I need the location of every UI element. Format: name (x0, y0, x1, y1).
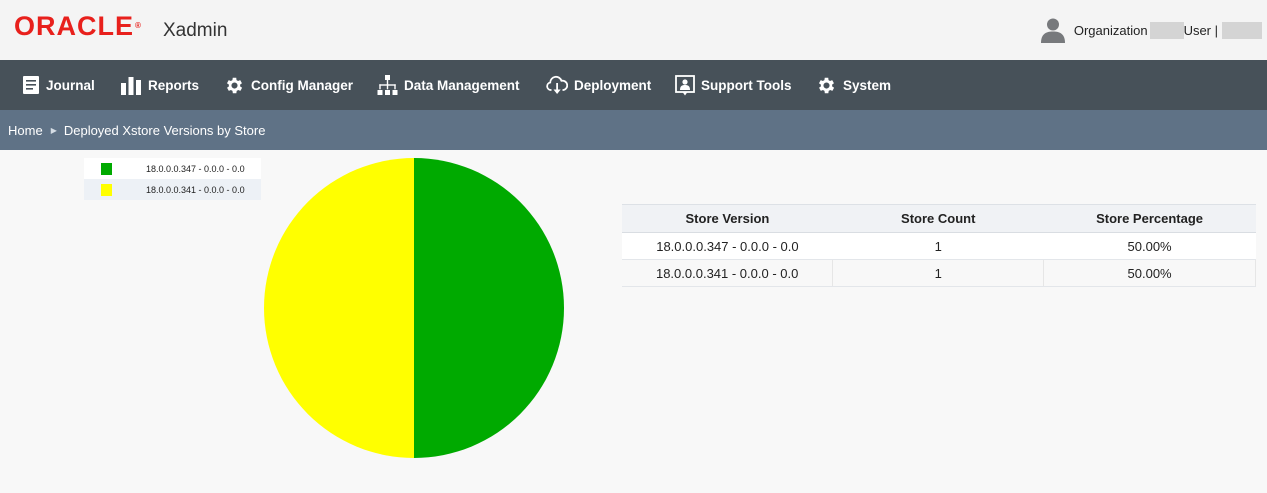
logo-text: ORACLE (14, 11, 134, 41)
app-header: ORACLE® Xadmin Organization User | (0, 0, 1267, 60)
table-header-row: Store Version Store Count Store Percenta… (622, 204, 1256, 233)
nav-system[interactable]: System (816, 60, 891, 110)
user-label: User | (1183, 22, 1218, 38)
nav-config-manager[interactable]: Config Manager (224, 60, 353, 110)
nav-data-management[interactable]: Data Management (377, 60, 520, 110)
user-area[interactable]: Organization User | (1040, 17, 1262, 43)
gear-icon (818, 77, 835, 93)
app-name: Xadmin (163, 20, 228, 41)
nav-data-management-label: Data Management (404, 77, 520, 93)
nav-deployment[interactable]: Deployment (546, 60, 651, 110)
chart-legend: 18.0.0.0.347 - 0.0.0 - 0.0 18.0.0.0.341 … (84, 158, 261, 200)
nav-system-label: System (843, 77, 892, 93)
user-silhouette-icon (1040, 18, 1065, 43)
cell-store-version: 18.0.0.0.341 - 0.0.0 - 0.0 (622, 259, 834, 287)
organization-label: Organization (1073, 22, 1148, 38)
legend-item[interactable]: 18.0.0.0.347 - 0.0.0 - 0.0 (84, 158, 261, 179)
column-header-store-version[interactable]: Store Version (622, 204, 833, 233)
breadcrumb-home-link[interactable]: Home (8, 122, 43, 138)
cell-store-count: 1 (832, 232, 1044, 260)
breadcrumb: Home ▶ Deployed Xstore Versions by Store (0, 110, 1267, 150)
cell-store-version: 18.0.0.0.347 - 0.0.0 - 0.0 (622, 232, 833, 260)
nav-deployment-label: Deployment (574, 77, 652, 93)
column-header-store-count[interactable]: Store Count (832, 204, 1044, 233)
cell-store-percentage: 50.00% (1043, 232, 1256, 260)
nav-config-manager-label: Config Manager (251, 77, 354, 93)
legend-label: 18.0.0.0.341 - 0.0.0 - 0.0 (146, 184, 245, 195)
column-header-store-percentage[interactable]: Store Percentage (1043, 204, 1256, 233)
legend-swatch-green (101, 162, 112, 175)
pie-slice-1[interactable] (264, 158, 414, 458)
nav-journal-label: Journal (46, 77, 95, 93)
cell-store-count: 1 (832, 259, 1045, 287)
nav-support-tools[interactable]: Support Tools (675, 60, 792, 110)
nav-support-tools-label: Support Tools (701, 77, 792, 93)
bar-chart-icon (121, 77, 141, 95)
pie-chart (264, 158, 564, 458)
pie-slice-0[interactable] (414, 158, 564, 458)
logo-registered-mark: ® (135, 21, 141, 30)
journal-icon (23, 76, 39, 94)
table-row[interactable]: 18.0.0.0.347 - 0.0.0 - 0.0 1 50.00% (622, 232, 1256, 260)
breadcrumb-current: Deployed Xstore Versions by Store (63, 122, 266, 138)
support-icon (675, 74, 695, 95)
breadcrumb-separator-icon: ▶ (50, 125, 57, 135)
store-version-table: Store Version Store Count Store Percenta… (622, 204, 1256, 287)
main-nav: Journal Reports Config Manager Data Mana… (0, 60, 1267, 110)
hierarchy-icon (377, 74, 398, 95)
gear-icon (226, 77, 243, 93)
table-row[interactable]: 18.0.0.0.341 - 0.0.0 - 0.0 1 50.00% (622, 259, 1256, 287)
cell-store-percentage: 50.00% (1043, 259, 1256, 287)
nav-reports[interactable]: Reports (121, 60, 199, 110)
nav-journal[interactable]: Journal (22, 60, 95, 110)
legend-swatch-yellow (101, 183, 112, 196)
legend-label: 18.0.0.0.347 - 0.0.0 - 0.0 (146, 163, 245, 174)
nav-reports-label: Reports (148, 77, 200, 93)
user-value-redacted (1222, 21, 1262, 39)
oracle-logo[interactable]: ORACLE® (14, 12, 141, 40)
cloud-download-icon (546, 75, 568, 94)
legend-item[interactable]: 18.0.0.0.341 - 0.0.0 - 0.0 (84, 179, 261, 200)
organization-value-redacted (1149, 21, 1184, 39)
